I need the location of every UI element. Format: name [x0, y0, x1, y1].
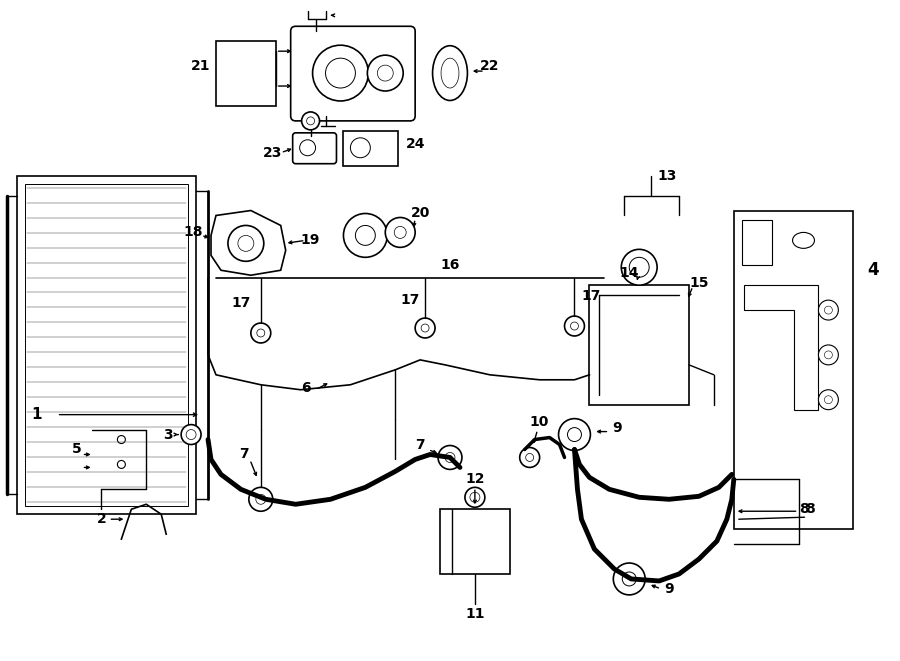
Circle shape [186, 430, 196, 440]
Ellipse shape [433, 46, 467, 100]
Text: 9: 9 [613, 420, 622, 434]
Circle shape [564, 316, 584, 336]
Text: 21: 21 [192, 59, 211, 73]
Circle shape [117, 461, 125, 469]
Circle shape [256, 494, 266, 504]
Circle shape [526, 453, 534, 461]
Circle shape [818, 345, 839, 365]
Circle shape [181, 424, 201, 444]
Circle shape [621, 249, 657, 285]
Text: 16: 16 [440, 258, 460, 272]
Text: 19: 19 [301, 233, 320, 247]
Text: 5: 5 [72, 442, 82, 457]
Circle shape [465, 487, 485, 507]
Text: 6: 6 [301, 381, 310, 395]
FancyBboxPatch shape [291, 26, 415, 121]
Text: 9: 9 [664, 582, 674, 596]
Circle shape [238, 235, 254, 251]
Circle shape [312, 45, 368, 101]
Text: 3: 3 [164, 428, 173, 442]
Circle shape [613, 563, 645, 595]
Circle shape [519, 447, 540, 467]
Circle shape [559, 418, 590, 451]
Circle shape [568, 428, 581, 442]
Bar [440, 509, 509, 574]
Circle shape [228, 225, 264, 261]
Text: 10: 10 [530, 414, 549, 428]
Text: 12: 12 [465, 473, 484, 486]
Circle shape [818, 300, 839, 320]
Text: 17: 17 [400, 293, 420, 307]
Text: 8: 8 [806, 502, 815, 516]
Text: 18: 18 [184, 225, 202, 239]
Circle shape [622, 572, 636, 586]
Circle shape [344, 214, 387, 257]
Text: 22: 22 [480, 59, 500, 73]
Circle shape [300, 140, 316, 156]
Circle shape [256, 329, 265, 337]
Text: 7: 7 [415, 438, 425, 451]
Text: 23: 23 [263, 145, 283, 160]
Circle shape [367, 55, 403, 91]
Text: 2: 2 [96, 512, 106, 526]
Circle shape [356, 225, 375, 245]
Circle shape [307, 117, 315, 125]
Text: 15: 15 [689, 276, 708, 290]
Circle shape [415, 318, 435, 338]
Circle shape [571, 322, 579, 330]
Text: 4: 4 [868, 261, 879, 279]
Text: 1: 1 [32, 407, 42, 422]
Text: 7: 7 [239, 447, 248, 461]
Bar [590, 285, 689, 405]
Text: 17: 17 [231, 296, 250, 310]
Ellipse shape [793, 233, 814, 249]
Circle shape [824, 351, 832, 359]
Bar [344, 131, 398, 166]
Bar [17, 176, 196, 514]
Circle shape [824, 396, 832, 404]
Bar [25, 184, 188, 506]
Circle shape [350, 137, 370, 158]
Bar [734, 210, 853, 529]
Bar [742, 221, 771, 265]
Circle shape [824, 306, 832, 314]
Text: 17: 17 [581, 289, 601, 303]
Circle shape [117, 436, 125, 444]
Circle shape [302, 112, 319, 130]
Circle shape [421, 324, 429, 332]
Ellipse shape [441, 58, 459, 88]
Polygon shape [211, 210, 285, 275]
Circle shape [385, 217, 415, 247]
Circle shape [438, 446, 462, 469]
Circle shape [629, 257, 649, 277]
Text: 11: 11 [465, 607, 484, 621]
Text: 24: 24 [405, 137, 425, 151]
Text: 8: 8 [798, 502, 808, 516]
Text: 14: 14 [619, 266, 639, 280]
Bar [216, 41, 275, 106]
Polygon shape [743, 285, 818, 410]
Circle shape [818, 390, 839, 410]
Circle shape [377, 65, 393, 81]
Text: 13: 13 [657, 169, 677, 182]
FancyBboxPatch shape [292, 133, 337, 164]
Circle shape [248, 487, 273, 511]
Circle shape [394, 227, 406, 239]
Circle shape [326, 58, 356, 88]
Text: 20: 20 [410, 206, 430, 221]
Circle shape [251, 323, 271, 343]
Circle shape [470, 492, 480, 502]
Circle shape [445, 453, 455, 463]
